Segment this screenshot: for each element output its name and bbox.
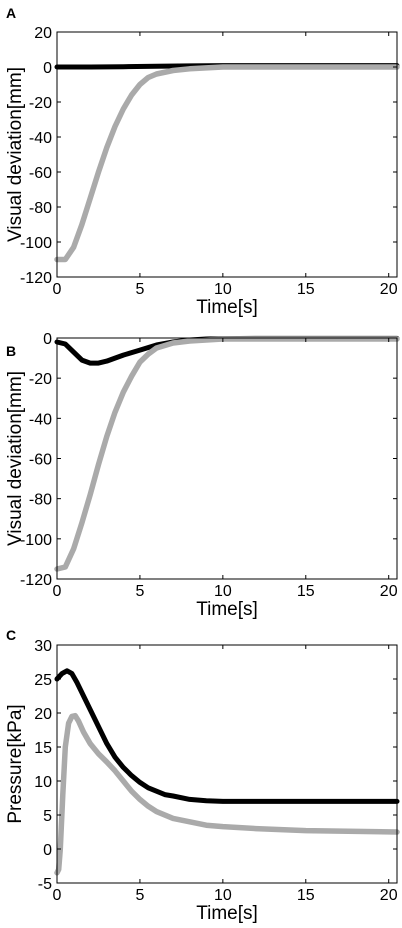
panel-c-ytick-label: 5 bbox=[43, 808, 52, 825]
panel-b-xtick-label: 10 bbox=[214, 583, 232, 600]
panel-b-series-1-line bbox=[54, 336, 400, 572]
panel-c-ytick-label: -5 bbox=[38, 876, 52, 893]
panel-c-series-1-line bbox=[54, 712, 400, 876]
panel-c-ytick-label: 0 bbox=[43, 842, 52, 859]
panel-a-y-axis-label: Visual deviation[mm] bbox=[5, 67, 26, 242]
panel-a-ytick-label: -60 bbox=[29, 165, 52, 182]
panel-c-ytick-label: 25 bbox=[34, 672, 52, 689]
panel-a-axes-frame bbox=[56, 31, 398, 278]
panel-a-letter: A bbox=[6, 5, 16, 21]
panel-a-ytick-label: 20 bbox=[34, 25, 52, 42]
panel-b-ytick-label: -20 bbox=[29, 371, 52, 388]
panel-a: A 0 5 10 15 20 20 0 -20 -40 -60 -80 -100 -120 Time[s] V… bbox=[5, 5, 400, 318]
panel-c-ytick-label: 15 bbox=[34, 740, 52, 757]
panel-b-series-0-line bbox=[54, 335, 400, 366]
panel-c-xtick-label: 5 bbox=[135, 887, 144, 904]
panel-b-ytick-label: -60 bbox=[29, 452, 52, 469]
panel-a-xtick-label: 15 bbox=[297, 281, 315, 298]
panel-c-xtick-label: 15 bbox=[297, 887, 315, 904]
panel-c: C0 5 10 15 20302520151050-5Time[s]Pressure[k… bbox=[5, 627, 400, 924]
panel-c-y-axis-label: Pressure[kPa] bbox=[5, 704, 26, 823]
panel-a-ytick-label: 0 bbox=[43, 60, 52, 77]
panel-a-xtick-label: 0 bbox=[53, 281, 62, 298]
panel-b-x-axis-label: Time[s] bbox=[196, 599, 258, 620]
panel-c-ytick-label: 20 bbox=[34, 706, 52, 723]
panel-c-ytick-label: 30 bbox=[34, 638, 52, 655]
panel-a-ytick-label: -40 bbox=[29, 130, 52, 147]
panel-a-ytick-label: -120 bbox=[20, 270, 52, 287]
panel-b-letter: B bbox=[6, 343, 16, 359]
panel-c-ytick-label: 10 bbox=[34, 774, 52, 791]
panel-c-axes-frame bbox=[56, 644, 398, 884]
panel-c-x-axis-label: Time[s] bbox=[196, 903, 258, 924]
panel-a-ytick-label: -80 bbox=[29, 200, 52, 217]
panel-c-xtick-label: 0 bbox=[53, 887, 62, 904]
panel-b: B 0 5 10 15 20 0 -20 -40 -60 -80 -100 -120 Time[s] Vis… bbox=[5, 331, 400, 620]
panel-c-letter: C bbox=[6, 627, 16, 643]
panel-a-xtick-label: 5 bbox=[135, 281, 144, 298]
panel-a-series-1-line bbox=[54, 64, 400, 263]
panel-a-x-axis-label: Time[s] bbox=[196, 297, 258, 318]
panel-a-xtick-label: 10 bbox=[214, 281, 232, 298]
panel-b-ytick-label: -40 bbox=[29, 411, 52, 428]
panel-a-xtick-label: 20 bbox=[380, 281, 398, 298]
panel-b-xtick-label: 5 bbox=[135, 583, 144, 600]
panel-b-xtick-label: 20 bbox=[380, 583, 398, 600]
panel-a-ytick-label: -20 bbox=[29, 95, 52, 112]
panel-c-series-0-line bbox=[54, 668, 400, 804]
panel-b-ytick-label: -100 bbox=[20, 532, 52, 549]
panel-b-xtick-label: 0 bbox=[53, 583, 62, 600]
panel-a-ytick-label: -100 bbox=[20, 235, 52, 252]
panel-b-ytick-label: -120 bbox=[20, 572, 52, 589]
panel-b-ytick-label: -80 bbox=[29, 492, 52, 509]
panel-c-xtick-label: 20 bbox=[380, 887, 398, 904]
panel-b-y-axis-label: Visual deviation[mm] bbox=[5, 371, 26, 546]
panel-c-xtick-label: 10 bbox=[214, 887, 232, 904]
panel-b-ytick-label: 0 bbox=[43, 331, 52, 348]
panel-b-axes-frame bbox=[56, 337, 398, 580]
panel-b-xtick-label: 15 bbox=[297, 583, 315, 600]
